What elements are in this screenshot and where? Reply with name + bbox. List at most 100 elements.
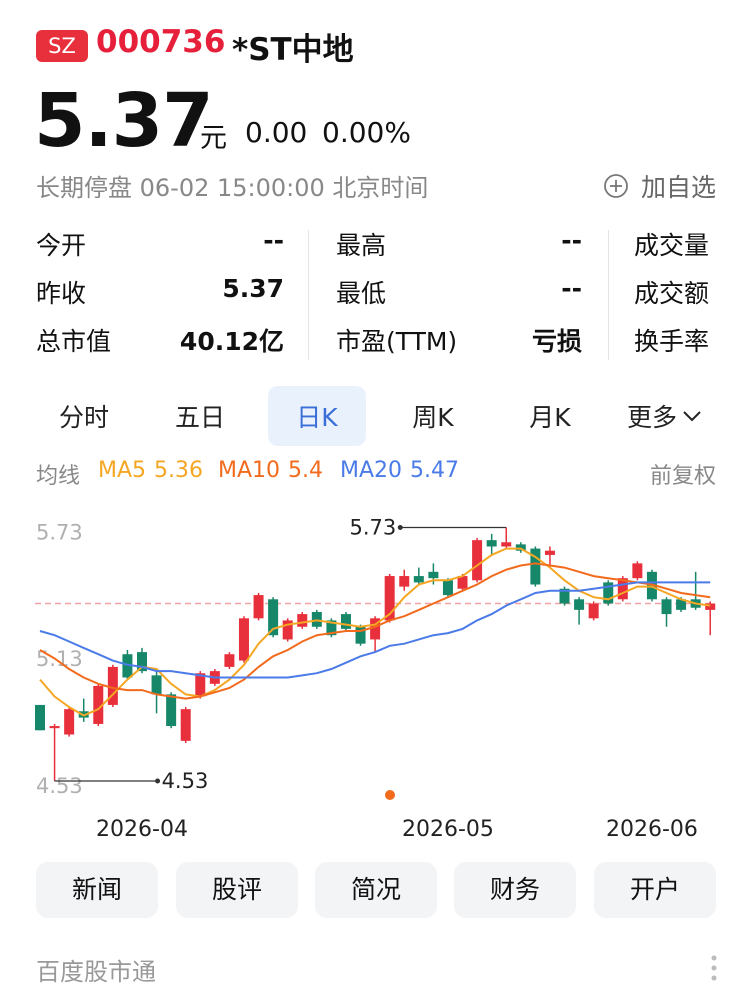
- candle-body: [297, 614, 308, 627]
- candle-body: [195, 673, 206, 697]
- candle-body: [253, 595, 264, 619]
- candle-body: [384, 576, 395, 621]
- x-tick-label: 2026-04: [96, 817, 188, 840]
- candle-body: [646, 571, 657, 600]
- candle-body: [457, 576, 468, 589]
- y-tick-label: 5.73: [36, 520, 83, 544]
- stat-label: 最高: [336, 231, 387, 260]
- ma-line: [39, 562, 711, 700]
- candle-body: [107, 666, 118, 705]
- add-watch-label: 加自选: [640, 173, 716, 202]
- legend-value: 5.4: [288, 458, 323, 483]
- candle-body: [617, 578, 628, 600]
- candle-body: [136, 652, 147, 672]
- candle-body: [530, 548, 541, 585]
- candle-body: [428, 571, 439, 579]
- more-icon[interactable]: [708, 954, 720, 984]
- stat-value: 5.37: [222, 274, 284, 303]
- tab[interactable]: 五日: [174, 403, 226, 432]
- annotation-dot: [155, 778, 161, 784]
- candle-body: [544, 550, 555, 555]
- candle-body: [224, 654, 235, 667]
- candle-body: [35, 704, 45, 731]
- stat-label: 最低: [336, 279, 387, 308]
- candle-body: [661, 599, 672, 615]
- candle-body: [603, 582, 614, 604]
- stat-label: 总市值: [36, 327, 112, 356]
- candle-body: [486, 540, 497, 547]
- candle-body: [399, 576, 410, 587]
- divider: [308, 230, 309, 360]
- candle-body: [166, 694, 177, 727]
- tab[interactable]: 日K: [296, 403, 338, 432]
- legend-name: MA5: [98, 458, 147, 483]
- stock-code: 000736: [96, 24, 226, 60]
- y-tick-label: 4.53: [36, 774, 83, 798]
- nav-button[interactable]: 新闻: [36, 862, 158, 918]
- candle-body: [326, 620, 337, 636]
- nav-button[interactable]: 开户: [594, 862, 716, 918]
- tab[interactable]: 周K: [412, 403, 454, 432]
- candle-body: [122, 654, 133, 678]
- legend-name: MA20: [340, 458, 403, 483]
- legend-value: 5.47: [410, 458, 459, 483]
- price: 5.37: [34, 78, 214, 164]
- status: 长期停盘 06-02 15:00:00 北京时间: [36, 174, 429, 202]
- candle-body: [49, 726, 60, 729]
- annotation-dot: [397, 524, 403, 530]
- add-watch-button[interactable]: 加自选: [603, 168, 716, 204]
- candle-body: [238, 618, 249, 661]
- candle-body: [705, 603, 716, 610]
- change: 0.00: [245, 116, 308, 149]
- stat-label: 换手率: [634, 327, 710, 356]
- candle-body: [574, 599, 585, 610]
- legend-value: 5.36: [154, 458, 203, 483]
- footer: 百度股市通: [36, 958, 156, 986]
- candle-body: [588, 603, 599, 619]
- price-unit: 元: [200, 123, 227, 154]
- stock-name: *ST中地: [232, 32, 354, 68]
- active-tab-bg: [268, 386, 366, 446]
- nav-button[interactable]: 股评: [176, 862, 298, 918]
- tab[interactable]: 更多: [626, 403, 678, 432]
- stat-label: 成交额: [634, 279, 710, 308]
- candle-body: [472, 540, 483, 581]
- candle-body: [355, 626, 366, 644]
- candle-body: [268, 599, 279, 636]
- candle-body: [282, 620, 293, 640]
- x-tick-label: 2026-05: [402, 817, 494, 840]
- candle-body: [151, 675, 162, 695]
- candle-body: [515, 544, 526, 551]
- stat-value: --: [561, 274, 582, 303]
- tab[interactable]: 月K: [529, 403, 571, 432]
- candle-body: [311, 611, 322, 627]
- stat-label: 昨收: [36, 279, 87, 308]
- legend-title: 均线: [36, 464, 81, 489]
- candle-body: [93, 685, 104, 724]
- candle-body: [413, 576, 424, 583]
- candle-body: [370, 618, 381, 640]
- stat-value: --: [263, 226, 284, 255]
- stat-value: 40.12亿: [179, 327, 284, 356]
- candle-body: [559, 588, 570, 604]
- adjust-mode[interactable]: 前复权: [649, 464, 716, 489]
- candle-body: [501, 542, 512, 547]
- divider: [608, 230, 609, 360]
- nav-button[interactable]: 财务: [454, 862, 576, 918]
- change-pct: 0.00%: [322, 116, 411, 149]
- stat-label: 成交量: [634, 231, 710, 260]
- candle-body: [340, 614, 351, 629]
- nav-button[interactable]: 简况: [315, 862, 437, 918]
- annotation-label: 5.73: [349, 515, 396, 539]
- stat-label: 今开: [36, 231, 87, 260]
- candle-body: [180, 709, 191, 741]
- candle-body: [442, 580, 453, 596]
- page-indicator: [385, 790, 395, 800]
- tab[interactable]: 分时: [58, 403, 110, 432]
- legend-name: MA10: [218, 458, 281, 483]
- chevron: [683, 411, 701, 422]
- ma-line: [39, 581, 711, 679]
- x-tick-label: 2026-06: [606, 817, 698, 840]
